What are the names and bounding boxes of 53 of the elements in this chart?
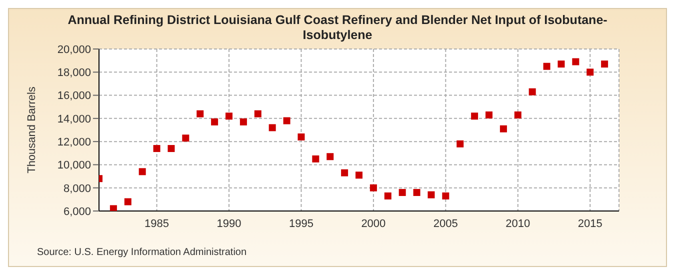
- point: [326, 153, 334, 160]
- y-tick-label: 16,000: [57, 90, 91, 102]
- point: [572, 58, 580, 66]
- x-tick-label: 2010: [506, 218, 530, 230]
- point: [226, 112, 232, 120]
- point: [110, 205, 117, 211]
- point: [601, 60, 608, 68]
- y-tick-label: 10,000: [57, 160, 91, 172]
- x-tick-label: 2000: [361, 218, 386, 230]
- y-tick-label: 8,000: [63, 182, 91, 195]
- x-tick-label: 1990: [216, 218, 242, 230]
- point: [528, 88, 536, 96]
- x-tick-label: 2005: [433, 218, 458, 230]
- source-note: Source: U.S. Energy Information Administration: [37, 247, 247, 258]
- point: [428, 191, 435, 198]
- point: [298, 133, 305, 140]
- point: [456, 140, 464, 148]
- point: [268, 124, 276, 132]
- y-tick-label: 12,000: [57, 136, 91, 148]
- point: [168, 145, 175, 152]
- point: [153, 145, 160, 152]
- point: [356, 172, 362, 179]
- point: [500, 125, 507, 132]
- point: [413, 188, 420, 196]
- point: [240, 118, 247, 126]
- y-tick-label: 6,000: [63, 206, 91, 218]
- point: [543, 62, 550, 70]
- point: [254, 110, 262, 118]
- point: [586, 68, 594, 76]
- point: [124, 198, 132, 206]
- point: [341, 169, 348, 176]
- point: [138, 168, 146, 176]
- x-tick-label: 2015: [578, 218, 602, 230]
- point: [370, 184, 377, 192]
- y-tick-label: 14,000: [57, 113, 91, 126]
- point: [182, 134, 190, 142]
- point: [384, 192, 392, 200]
- point: [514, 111, 522, 118]
- y-tick-label: 18,000: [57, 67, 91, 80]
- chart-title: Annual Refining District Louisiana Gulf Coast Refinery and Blender Net Input of Isobutane-Isobutylene: [66, 12, 608, 43]
- point: [558, 60, 565, 68]
- point: [471, 112, 478, 120]
- point: [312, 155, 320, 162]
- x-tick-label: 1995: [288, 218, 314, 230]
- point: [211, 118, 218, 126]
- y-tick-label: 20,000: [57, 44, 91, 56]
- point: [486, 111, 492, 118]
- point: [196, 110, 204, 118]
- y-axis-title: Thousand Barrels: [26, 86, 38, 174]
- point: [398, 188, 406, 196]
- point: [283, 117, 290, 124]
- x-tick-label: 1985: [144, 218, 170, 230]
- point: [442, 192, 450, 200]
